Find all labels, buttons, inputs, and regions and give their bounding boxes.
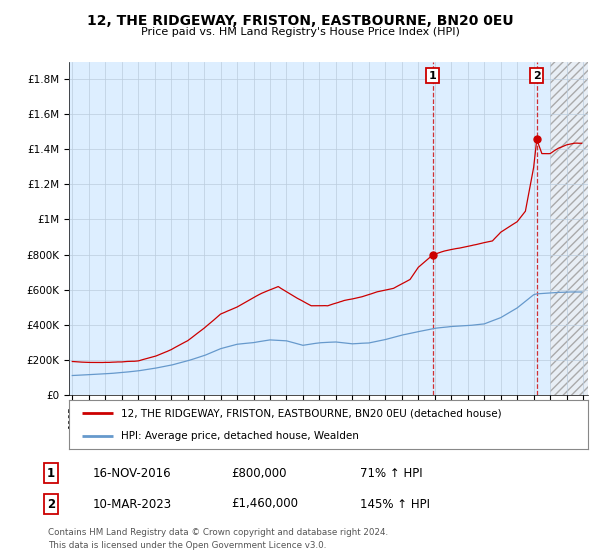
Text: 2: 2 xyxy=(47,497,55,511)
Text: Price paid vs. HM Land Registry's House Price Index (HPI): Price paid vs. HM Land Registry's House … xyxy=(140,27,460,37)
Text: £1,460,000: £1,460,000 xyxy=(231,497,298,511)
Text: 16-NOV-2016: 16-NOV-2016 xyxy=(93,466,172,480)
Text: 2: 2 xyxy=(533,71,541,81)
Bar xyxy=(550,62,588,395)
Text: 10-MAR-2023: 10-MAR-2023 xyxy=(93,497,172,511)
Text: HPI: Average price, detached house, Wealden: HPI: Average price, detached house, Weal… xyxy=(121,431,359,441)
Text: 12, THE RIDGEWAY, FRISTON, EASTBOURNE, BN20 0EU: 12, THE RIDGEWAY, FRISTON, EASTBOURNE, B… xyxy=(86,14,514,28)
Text: £800,000: £800,000 xyxy=(231,466,287,480)
Text: 1: 1 xyxy=(429,71,437,81)
Bar xyxy=(537,62,550,395)
Text: 12, THE RIDGEWAY, FRISTON, EASTBOURNE, BN20 0EU (detached house): 12, THE RIDGEWAY, FRISTON, EASTBOURNE, B… xyxy=(121,408,502,418)
Text: Contains HM Land Registry data © Crown copyright and database right 2024.
This d: Contains HM Land Registry data © Crown c… xyxy=(48,528,388,550)
Text: 145% ↑ HPI: 145% ↑ HPI xyxy=(360,497,430,511)
Text: 1: 1 xyxy=(47,466,55,480)
Text: 71% ↑ HPI: 71% ↑ HPI xyxy=(360,466,422,480)
